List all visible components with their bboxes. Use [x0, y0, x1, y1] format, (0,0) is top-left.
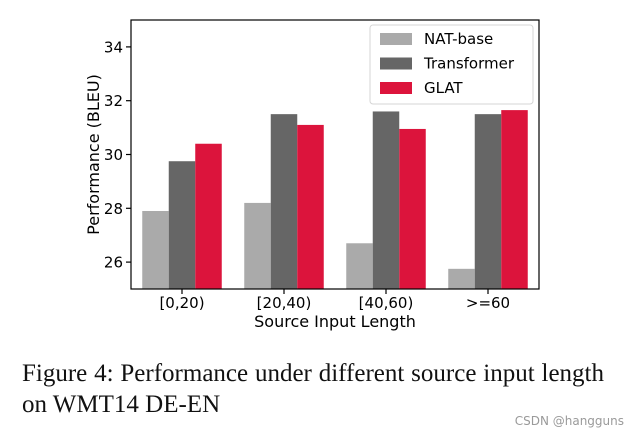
bar-nat-base-2 [346, 243, 373, 289]
bars-layer [142, 110, 528, 290]
bar-glat-3 [501, 110, 528, 290]
legend-label-transformer: Transformer [423, 55, 515, 73]
bar-glat-0 [195, 143, 222, 289]
bar-transformer-3 [474, 114, 502, 290]
y-axis-label: Performance (BLEU) [84, 74, 103, 235]
y-tick-label-3: 32 [104, 92, 123, 110]
x-tick-label-2: [40,60) [359, 294, 414, 312]
legend-label-nat-base: NAT-base [424, 30, 493, 48]
y-axis: 26 28 30 32 34 [104, 38, 131, 272]
legend-label-glat: GLAT [424, 79, 463, 97]
legend-swatch-nat-base [380, 33, 412, 45]
bar-glat-2 [399, 128, 426, 289]
y-tick-label-1: 28 [104, 200, 123, 218]
bar-nat-base-3 [448, 268, 475, 289]
bar-transformer-2 [372, 111, 400, 290]
bar-transformer-0 [168, 161, 196, 289]
y-tick-label-0: 26 [104, 254, 123, 272]
bar-nat-base-0 [142, 210, 169, 289]
y-tick-label-4: 34 [104, 38, 123, 56]
legend-swatch-transformer [380, 57, 412, 70]
legend: NAT-base Transformer GLAT [369, 24, 534, 105]
x-axis-label: Source Input Length [254, 312, 416, 331]
x-tick-label-3: >=60 [466, 294, 510, 312]
bar-chart: 26 28 30 32 34 [0,20) [20,40) [40,60) >=60 Perf… [84, 19, 540, 331]
bar-nat-base-1 [244, 202, 271, 289]
watermark: CSDN @hangguns [514, 414, 624, 428]
x-tick-label-1: [20,40) [257, 294, 312, 312]
bar-glat-1 [297, 124, 324, 289]
x-axis: [0,20) [20,40) [40,60) >=60 [159, 289, 510, 312]
bar-transformer-1 [270, 114, 298, 290]
figure-caption: Figure 4: Performance under different so… [22, 360, 604, 418]
y-tick-label-2: 30 [104, 146, 123, 164]
x-tick-label-0: [0,20) [159, 294, 204, 312]
legend-swatch-glat [380, 82, 412, 94]
